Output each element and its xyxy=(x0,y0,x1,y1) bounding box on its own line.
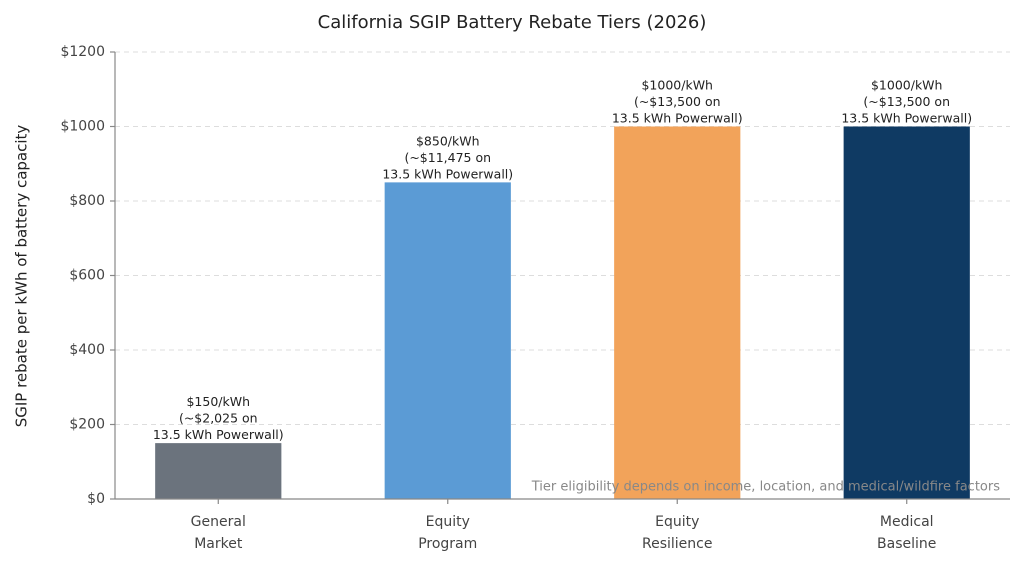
x-tick-label: Equity Resilience xyxy=(642,514,712,552)
bar xyxy=(155,443,282,499)
x-tick-label: Equity Program xyxy=(418,514,477,552)
y-tick-label: $1200 xyxy=(60,44,105,60)
bar xyxy=(843,126,970,499)
x-tick-label: Medical Baseline xyxy=(877,514,936,552)
y-axis-label: SGIP rebate per kWh of battery capacity xyxy=(13,125,31,428)
value-label: $150/kWh (~$2,025 on 13.5 kWh Powerwall) xyxy=(153,394,284,442)
y-tick-label: $1000 xyxy=(60,119,105,135)
y-tick-label: $400 xyxy=(69,342,105,358)
bar xyxy=(614,126,741,499)
chart-title: California SGIP Battery Rebate Tiers (20… xyxy=(318,12,707,33)
value-label: $1000/kWh (~$13,500 on 13.5 kWh Powerwall) xyxy=(612,77,743,125)
y-tick-label: $0 xyxy=(87,491,105,507)
value-label: $850/kWh (~$11,475 on 13.5 kWh Powerwall) xyxy=(382,133,513,181)
bar xyxy=(384,182,511,499)
y-tick-label: $200 xyxy=(69,417,105,433)
annotation: Tier eligibility depends on income, loca… xyxy=(531,480,1000,495)
y-tick-label: $600 xyxy=(69,268,105,284)
value-label: $1000/kWh (~$13,500 on 13.5 kWh Powerwall) xyxy=(841,77,972,125)
y-tick-label: $800 xyxy=(69,193,105,209)
x-tick-label: General Market xyxy=(191,514,246,552)
